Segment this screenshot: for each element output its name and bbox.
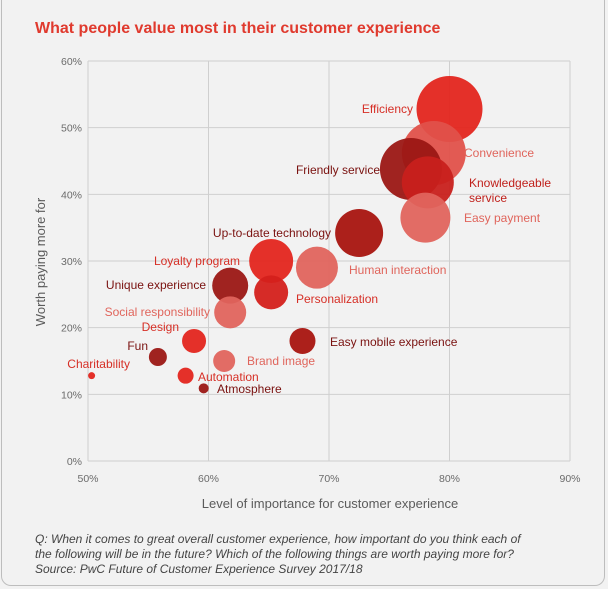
bubble-label-brand-image: Brand image (247, 354, 315, 368)
footnote-line-1: Q: When it comes to great overall custom… (35, 532, 521, 546)
bubble-label-fun: Fun (127, 339, 148, 353)
x-tick-label: 60% (198, 473, 219, 485)
bubble-label-efficiency: Efficiency (362, 102, 413, 116)
bubble-label-automation: Automation (198, 370, 259, 384)
bubble-label-up-to-date-technology: Up-to-date technology (213, 226, 331, 240)
bubbles (88, 76, 483, 394)
y-axis-title: Worth paying more for (33, 197, 48, 326)
bubble-label-easy-payment: Easy payment (464, 211, 541, 225)
bubble-loyalty-program (249, 239, 294, 283)
bubble-label-human-interaction: Human interaction (349, 263, 446, 277)
bubble-unique-experience (212, 267, 249, 304)
bubble-brand-image (213, 350, 236, 372)
bubble-label-convenience: Convenience (464, 146, 534, 160)
y-tick-label: 20% (61, 323, 82, 335)
chart-title: What people value most in their customer… (35, 20, 441, 37)
x-tick-label: 90% (559, 473, 580, 485)
axis-ticks: 50% 60% 70% 80% 90% 0% 10% 20% 30% 40% 50% 60% (61, 56, 581, 485)
bubble-label-charitability: Charitability (67, 357, 130, 371)
bubble-atmosphere (198, 383, 209, 394)
y-tick-label: 10% (61, 389, 82, 401)
bubble-label-design: Design (142, 320, 179, 334)
bubble-personalization (254, 275, 289, 310)
bubble-label-unique-experience: Unique experience (106, 278, 206, 292)
bubble-charitability (88, 372, 96, 380)
x-tick-label: 50% (77, 473, 98, 485)
bubble-easy-mobile-experience (289, 328, 316, 354)
bubble-label-atmosphere: Atmosphere (217, 382, 282, 396)
x-tick-label: 70% (318, 473, 339, 485)
bubble-human-interaction (295, 246, 338, 289)
bubble-up-to-date-technology (335, 209, 384, 257)
y-tick-label: 0% (67, 456, 82, 468)
bubble-label-easy-mobile-experience: Easy mobile experience (330, 335, 458, 349)
bubble-label-friendly-service: Friendly service (296, 163, 380, 177)
bubble-label-social-responsibility: Social responsibility (105, 305, 210, 319)
bubble-label-personalization: Personalization (296, 292, 378, 306)
y-tick-label: 60% (61, 56, 82, 68)
bubble-fun (148, 348, 167, 366)
x-axis-title: Level of importance for customer experie… (202, 496, 459, 511)
footnote: Q: When it comes to great overall custom… (35, 532, 585, 577)
bubble-design (182, 329, 207, 353)
bubble-automation (177, 367, 194, 384)
bubble-label-loyalty-program: Loyalty program (154, 254, 240, 268)
footnote-line-3: Source: PwC Future of Customer Experienc… (35, 562, 363, 576)
bubble-social-responsibility (214, 296, 247, 329)
bubble-label-knowledgeable-service: Knowledgeable service (469, 176, 551, 205)
bubble-easy-payment (400, 192, 451, 243)
y-tick-label: 30% (61, 256, 82, 268)
footnote-line-2: the following will be in the future? Whi… (35, 547, 514, 561)
y-tick-label: 40% (61, 189, 82, 201)
bubble-labels: Efficiency Convenience Friendly service Kno… (67, 102, 551, 396)
y-tick-label: 50% (61, 123, 82, 135)
x-tick-label: 80% (439, 473, 460, 485)
